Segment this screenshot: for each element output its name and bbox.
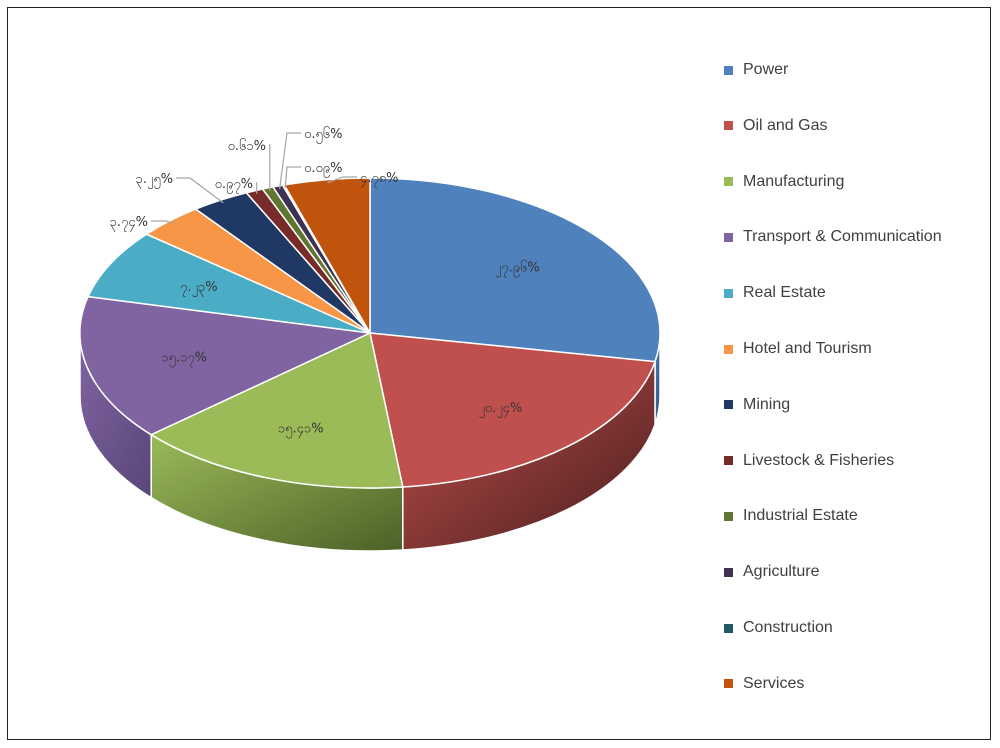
legend-swatch bbox=[724, 177, 733, 187]
callout-leader bbox=[256, 182, 258, 194]
pie-slice-real-estate[interactable] bbox=[86, 233, 371, 334]
slice-label-livestock-fisheries: ၀.၉၇% bbox=[215, 177, 253, 194]
legend-item-industrial-estate[interactable]: Industrial Estate bbox=[724, 504, 858, 528]
legend-item-real-estate[interactable]: Real Estate bbox=[724, 281, 826, 305]
pie-tops bbox=[79, 177, 661, 489]
slice-label-transport-communication: ၁၅.၁၇% bbox=[161, 350, 207, 367]
legend-item-manufacturing[interactable]: Manufacturing bbox=[724, 170, 844, 194]
legend-label: Power bbox=[743, 61, 789, 78]
legend-swatch bbox=[724, 400, 733, 410]
chart-frame: ၂၇.၉၆% ၂၀.၂၄% ၁၅.၄၁% ၁၅.၁၇% ၇.၂၃% ၃.၇၄% ၃.၂၅% ၀… bbox=[7, 7, 991, 740]
legend-label: Construction bbox=[743, 619, 833, 636]
slice-labels: ၂၇.၉၆% ၂၀.၂၄% ၁၅.၄၁% ၁၅.၁၇% ၇.၂၃% ၃.၇၄% ၃.၂၅% ၀… bbox=[110, 126, 540, 438]
slice-label-agriculture: ၀.၅၆% bbox=[304, 126, 342, 144]
legend-item-power[interactable]: Power bbox=[724, 58, 788, 82]
legend-swatch bbox=[724, 288, 733, 298]
slice-label-manufacturing: ၁၅.၄၁% bbox=[278, 421, 324, 438]
legend-swatch bbox=[724, 232, 733, 242]
legend-swatch bbox=[724, 456, 733, 466]
pie-chart: ၂၇.၉၆% ၂၀.၂၄% ၁၅.၄၁% ၁၅.၁၇% ၇.၂၃% ၃.၇၄% ၃.၂၅% ၀… bbox=[79, 126, 661, 552]
callout-leader bbox=[176, 177, 224, 204]
legend-label: Manufacturing bbox=[743, 172, 845, 190]
legend-item-services[interactable]: Services bbox=[724, 672, 804, 696]
legend-item-transport-communication[interactable]: Transport & Communication bbox=[724, 225, 942, 249]
legend-item-livestock-fisheries[interactable]: Livestock & Fisheries bbox=[724, 449, 894, 473]
legend-item-mining[interactable]: Mining bbox=[724, 393, 790, 417]
legend-swatch bbox=[724, 121, 733, 131]
legend-label: Livestock & Fisheries bbox=[743, 451, 895, 469]
slice-label-services: ၄.၇၈% bbox=[360, 171, 399, 188]
callout-leader bbox=[284, 166, 301, 189]
legend-label: Real Estate bbox=[743, 284, 826, 302]
pie-slice-power[interactable] bbox=[369, 177, 661, 363]
legend-label: Services bbox=[743, 674, 805, 692]
slice-label-real-estate: ၇.၂၃% bbox=[180, 280, 218, 297]
legend-label: Agriculture bbox=[743, 563, 820, 581]
legend-swatch bbox=[724, 567, 733, 577]
pie-slice-transport-communication[interactable] bbox=[79, 295, 373, 436]
pie-slice-oil-and-gas[interactable] bbox=[369, 332, 657, 488]
legend-item-construction[interactable]: Construction bbox=[724, 616, 833, 640]
callout-leader bbox=[269, 144, 271, 191]
slice-label-power: ၂၇.၉၆% bbox=[495, 260, 540, 278]
callout-leaders bbox=[151, 132, 357, 224]
slice-label-hotel-and-tourism: ၃.၇၄% bbox=[110, 215, 148, 232]
legend-swatch bbox=[724, 511, 733, 521]
callout-leader bbox=[279, 132, 301, 190]
slice-label-industrial-estate: ၀.၆၁% bbox=[228, 138, 266, 154]
legend-label: Mining bbox=[743, 395, 791, 413]
pie-slice-services[interactable] bbox=[283, 177, 371, 336]
slice-label-oil-and-gas: ၂၀.၂၄% bbox=[478, 401, 522, 418]
legend-swatch bbox=[724, 344, 733, 354]
slice-label-construction: ၀.၀၉% bbox=[304, 161, 342, 178]
slice-label-mining: ၃.၂၅% bbox=[136, 172, 174, 189]
legend-label: Hotel and Tourism bbox=[743, 340, 872, 357]
legend-swatch bbox=[724, 679, 733, 689]
legend-label: Transport & Communication bbox=[743, 228, 942, 246]
legend-label: Industrial Estate bbox=[743, 507, 858, 525]
legend-item-hotel-and-tourism[interactable]: Hotel and Tourism bbox=[724, 337, 872, 361]
legend-item-agriculture[interactable]: Agriculture bbox=[724, 560, 819, 584]
legend-swatch bbox=[724, 65, 733, 75]
legend-swatch bbox=[724, 623, 733, 633]
legend-label: Oil and Gas bbox=[743, 116, 828, 134]
callout-leader bbox=[151, 220, 174, 224]
callout-leader bbox=[327, 176, 357, 184]
pie-slice-manufacturing[interactable] bbox=[149, 331, 404, 489]
legend-item-oil-and-gas[interactable]: Oil and Gas bbox=[724, 114, 827, 138]
